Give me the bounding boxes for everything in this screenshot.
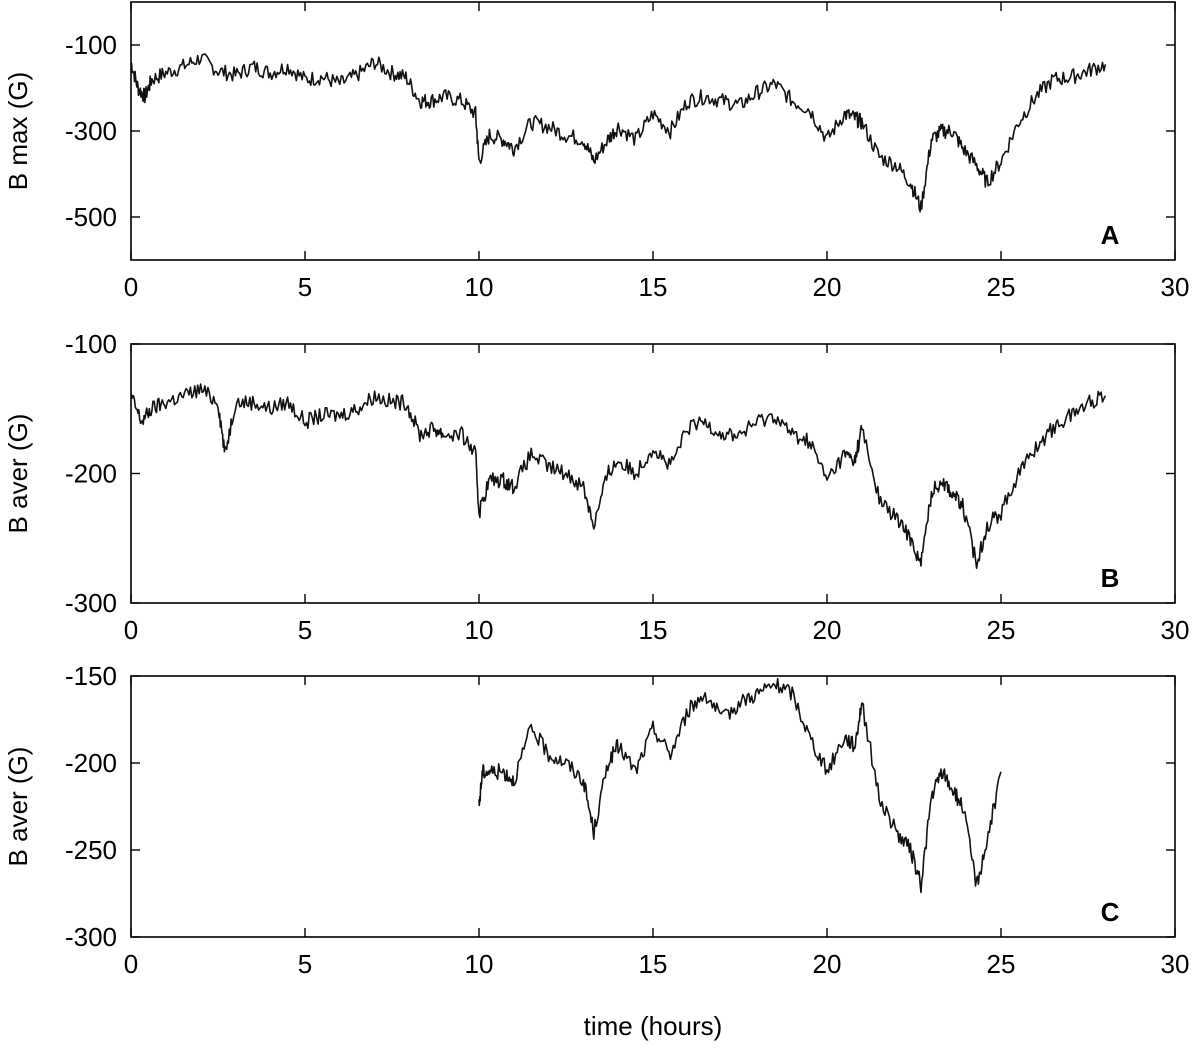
panel-c-xtick-label: 20 (813, 949, 842, 979)
panel-c-series-line (478, 677, 1002, 894)
panel-c-xtick-label: 30 (1161, 949, 1190, 979)
panel-b: 0 5 10 15 20 25 30 -100 -200 -300 B aver (G) B (3, 329, 1189, 645)
panel-b-xtick-label: 0 (124, 615, 138, 645)
panel-b-ytick-label: -200 (65, 459, 117, 489)
panel-a-xtick-label: 5 (298, 272, 312, 302)
panel-c-xtick-label: 15 (639, 949, 668, 979)
panel-b-ytick-label: -300 (65, 588, 117, 618)
panel-c-ylabel: B aver (G) (3, 747, 33, 867)
panel-a-xtick-label: 20 (813, 272, 842, 302)
panel-a-frame (130, 1, 1176, 261)
panel-b-xtick-label: 15 (639, 615, 668, 645)
panel-a-xtick-label: 10 (465, 272, 494, 302)
panel-a-ytick-label: -500 (65, 202, 117, 232)
panel-c-xtick-label: 0 (124, 949, 138, 979)
panel-c-xlabel: time (hours) (584, 1011, 723, 1041)
panel-a-ylabel: B max (G) (3, 72, 33, 190)
panel-a-label: A (1101, 220, 1120, 250)
panel-b-xtick-label: 30 (1161, 615, 1190, 645)
panel-a-xtick-label: 30 (1161, 272, 1190, 302)
panel-a-xtick-label: 25 (987, 272, 1016, 302)
panel-b-xtick-label: 20 (813, 615, 842, 645)
panel-c-xtick-label: 10 (465, 949, 494, 979)
panel-b-ylabel: B aver (G) (3, 414, 33, 534)
panel-c-label: C (1101, 897, 1120, 927)
panel-c-ytick-label: -200 (65, 748, 117, 778)
panel-c-xtick-label: 25 (987, 949, 1016, 979)
panel-a: 0 5 10 15 20 25 30 -100 -300 -500 B max (G) A (3, 1, 1190, 302)
panel-b-xtick-label: 25 (987, 615, 1016, 645)
panel-b-label: B (1101, 563, 1120, 593)
panel-b-series-line (130, 383, 1107, 570)
panel-c-ytick-label: -150 (65, 661, 117, 691)
panel-c-ytick-label: -300 (65, 922, 117, 952)
panel-c-xtick-label: 5 (298, 949, 312, 979)
panel-a-ytick-label: -300 (65, 116, 117, 146)
panel-c: 0 5 10 15 20 25 30 -150 -200 -250 -300 B aver (G) ti… (3, 661, 1189, 1041)
panel-b-ytick-label: -100 (65, 329, 117, 359)
panel-a-xtick-label: 15 (639, 272, 668, 302)
panel-a-xtick-label: 0 (124, 272, 138, 302)
panel-a-series-line (130, 53, 1107, 213)
panel-c-frame (130, 675, 1176, 938)
panel-c-ytick-label: -250 (65, 835, 117, 865)
panel-a-ytick-label: -100 (65, 30, 117, 60)
panel-b-xtick-label: 10 (465, 615, 494, 645)
panel-b-xtick-label: 5 (298, 615, 312, 645)
